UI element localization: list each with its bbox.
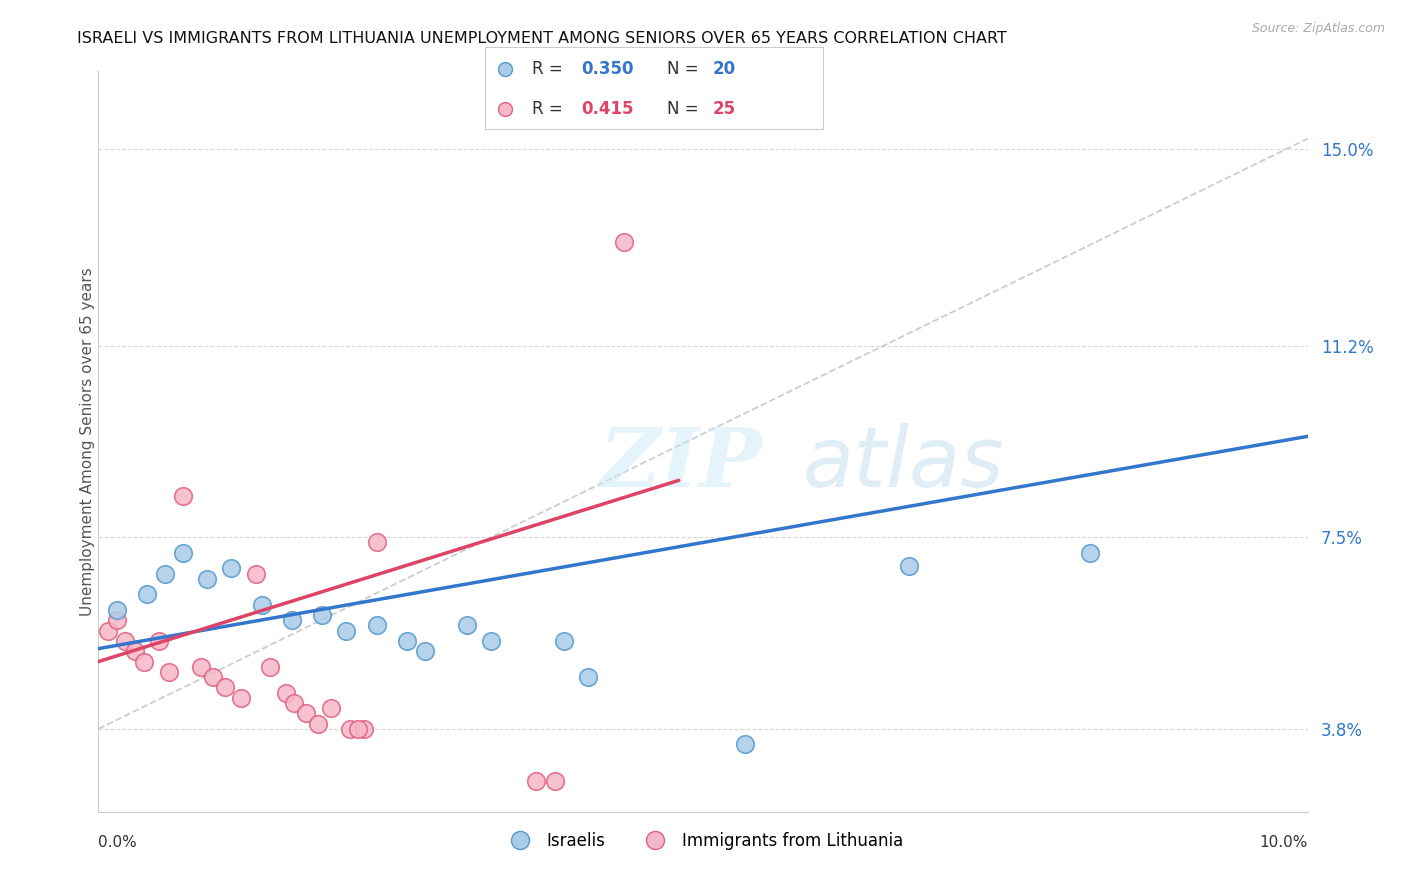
Point: [308, 716, 330, 731]
Text: atlas: atlas: [803, 423, 1004, 504]
Point: [105, 613, 128, 627]
Text: 0.350: 0.350: [581, 61, 634, 78]
Point: [214, 681, 236, 695]
Point: [553, 633, 575, 648]
Point: [229, 690, 252, 705]
Text: 20: 20: [713, 61, 735, 78]
Point: [172, 489, 194, 503]
Point: [339, 722, 361, 736]
Point: [172, 546, 194, 560]
Point: [576, 670, 599, 684]
Point: [124, 644, 146, 658]
Text: ZIP: ZIP: [600, 424, 763, 504]
Point: [97, 624, 120, 638]
Point: [202, 670, 225, 684]
Point: [481, 633, 503, 648]
Point: [347, 722, 370, 736]
Point: [283, 696, 305, 710]
Point: [105, 603, 128, 617]
Point: [494, 62, 516, 77]
Point: [259, 659, 281, 673]
Point: [353, 722, 375, 736]
Legend: Israelis, Immigrants from Lithuania: Israelis, Immigrants from Lithuania: [496, 825, 910, 856]
Point: [734, 738, 756, 752]
Point: [153, 566, 176, 581]
Point: [195, 572, 218, 586]
Point: [245, 566, 267, 581]
Point: [524, 773, 547, 788]
Point: [456, 618, 478, 632]
Point: [395, 633, 418, 648]
Text: 0.0%: 0.0%: [98, 835, 138, 850]
Text: R =: R =: [533, 61, 562, 78]
Point: [134, 655, 156, 669]
Text: 25: 25: [713, 100, 735, 118]
Point: [366, 535, 388, 549]
Point: [274, 686, 297, 700]
Point: [281, 613, 304, 627]
Point: [135, 587, 157, 601]
Text: 10.0%: 10.0%: [1260, 835, 1308, 850]
Point: [221, 561, 243, 575]
Point: [413, 644, 436, 658]
Point: [335, 624, 357, 638]
Point: [319, 701, 342, 715]
Point: [114, 633, 136, 648]
Text: N =: N =: [668, 100, 699, 118]
Text: Source: ZipAtlas.com: Source: ZipAtlas.com: [1251, 22, 1385, 36]
Text: R =: R =: [533, 100, 562, 118]
Point: [311, 607, 333, 622]
Point: [1078, 546, 1101, 560]
Point: [494, 102, 516, 116]
Point: [157, 665, 180, 679]
Point: [544, 773, 567, 788]
Text: N =: N =: [668, 61, 699, 78]
Point: [250, 598, 273, 612]
Point: [190, 659, 212, 673]
Point: [613, 235, 636, 250]
Point: [295, 706, 318, 721]
Y-axis label: Unemployment Among Seniors over 65 years: Unemployment Among Seniors over 65 years: [80, 268, 94, 615]
Text: 0.415: 0.415: [581, 100, 634, 118]
Point: [366, 618, 388, 632]
Text: ISRAELI VS IMMIGRANTS FROM LITHUANIA UNEMPLOYMENT AMONG SENIORS OVER 65 YEARS CO: ISRAELI VS IMMIGRANTS FROM LITHUANIA UNE…: [77, 31, 1007, 46]
Point: [148, 633, 170, 648]
Point: [897, 558, 920, 573]
